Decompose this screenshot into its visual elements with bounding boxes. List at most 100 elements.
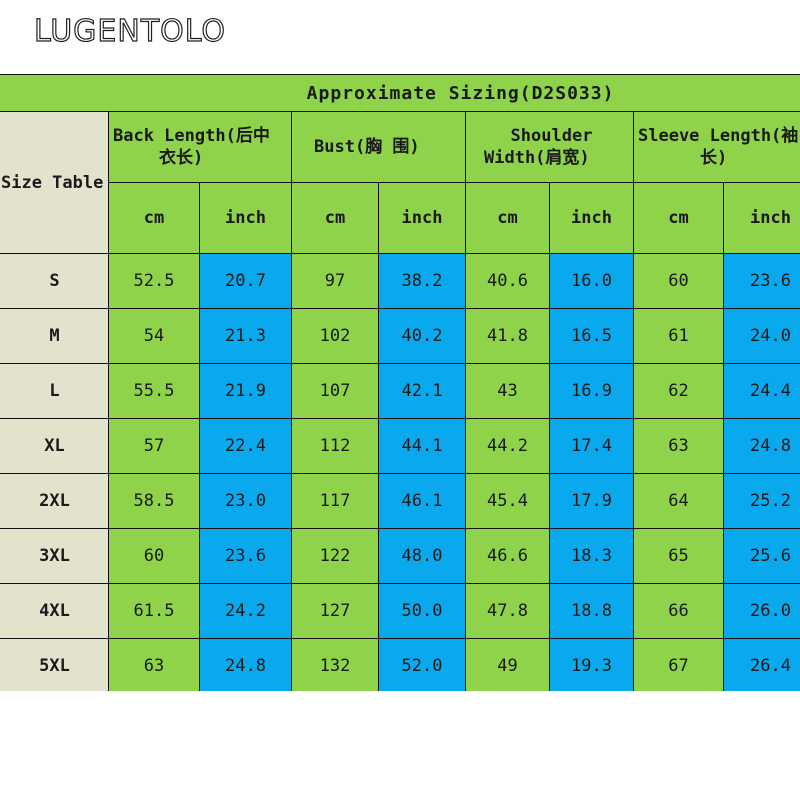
size-label: S [0, 253, 109, 309]
cm-value-cell: 44.2 [465, 418, 550, 474]
cm-value-cell: 52.5 [108, 253, 200, 309]
inch-value-cell: 44.1 [378, 418, 466, 474]
cm-value-cell: 107 [291, 363, 379, 419]
cm-value-cell: 43 [465, 363, 550, 419]
back-length-header-line1: Back Length(后中 [113, 126, 270, 146]
inch-value-cell: 50.0 [378, 583, 466, 639]
cm-value-cell: 55.5 [108, 363, 200, 419]
table-row: M 54 21.3 102 40.2 41.8 16.5 61 24.0 [0, 308, 800, 364]
cm-value-cell: 67 [633, 638, 724, 691]
size-column-header: Size Table [0, 111, 109, 254]
size-label: 2XL [0, 473, 109, 529]
unit-header-cm: cm [291, 182, 379, 254]
inch-value-cell: 38.2 [378, 253, 466, 309]
inch-value-cell: 21.3 [199, 308, 292, 364]
size-label: XL [0, 418, 109, 474]
inch-value-cell: 25.6 [722, 528, 800, 584]
unit-header-cm: cm [633, 182, 724, 254]
table-row: S 52.5 20.7 97 38.2 40.6 16.0 60 23.6 [0, 253, 800, 309]
inch-value-cell: 24.4 [722, 363, 800, 419]
cm-value-cell: 60 [633, 253, 724, 309]
sleeve-length-header-line1: Sleeve Length(袖 [638, 126, 799, 146]
inch-value-cell: 20.7 [199, 253, 292, 309]
cm-value-cell: 45.4 [465, 473, 550, 529]
table-row: 3XL 60 23.6 122 48.0 46.6 18.3 65 25.6 [0, 528, 800, 584]
inch-value-cell: 18.8 [549, 583, 634, 639]
cm-value-cell: 102 [291, 308, 379, 364]
inch-value-cell: 22.4 [199, 418, 292, 474]
cm-value-cell: 61 [633, 308, 724, 364]
inch-value-cell: 18.3 [549, 528, 634, 584]
inch-value-cell: 23.6 [199, 528, 292, 584]
unit-header-inch: inch [378, 182, 466, 254]
unit-header-inch: inch [549, 182, 634, 254]
size-label: L [0, 363, 109, 419]
table-row: L 55.5 21.9 107 42.1 43 16.9 62 24.4 [0, 363, 800, 419]
cm-value-cell: 49 [465, 638, 550, 691]
size-label: 5XL [0, 638, 109, 691]
shoulder-width-header-line2: Width(肩宽) [484, 148, 590, 168]
inch-value-cell: 26.0 [722, 583, 800, 639]
size-chart: Approximate Sizing(D2S033) Size Table Ba… [0, 74, 800, 691]
cm-value-cell: 66 [633, 583, 724, 639]
inch-value-cell: 24.8 [722, 418, 800, 474]
size-table: Approximate Sizing(D2S033) Size Table Ba… [0, 74, 800, 691]
unit-header-cm: cm [108, 182, 200, 254]
cm-value-cell: 47.8 [465, 583, 550, 639]
cm-value-cell: 60 [108, 528, 200, 584]
cm-value-cell: 127 [291, 583, 379, 639]
cm-value-cell: 41.8 [465, 308, 550, 364]
inch-value-cell: 24.2 [199, 583, 292, 639]
table-title: Approximate Sizing(D2S033) [0, 74, 800, 112]
size-label: 4XL [0, 583, 109, 639]
cm-value-cell: 62 [633, 363, 724, 419]
sleeve-length-header-line2: 长) [700, 148, 728, 168]
inch-value-cell: 17.4 [549, 418, 634, 474]
shoulder-width-header: Shoulder Width(肩宽) [465, 111, 634, 183]
inch-value-cell: 16.9 [549, 363, 634, 419]
inch-value-cell: 40.2 [378, 308, 466, 364]
inch-value-cell: 24.8 [199, 638, 292, 691]
inch-value-cell: 23.6 [722, 253, 800, 309]
bust-header-line1: Bust(胸 围) [314, 137, 420, 157]
inch-value-cell: 48.0 [378, 528, 466, 584]
cm-value-cell: 40.6 [465, 253, 550, 309]
cm-value-cell: 46.6 [465, 528, 550, 584]
table-row: 2XL 58.5 23.0 117 46.1 45.4 17.9 64 25.2 [0, 473, 800, 529]
cm-value-cell: 54 [108, 308, 200, 364]
table-row: XL 57 22.4 112 44.1 44.2 17.4 63 24.8 [0, 418, 800, 474]
cm-value-cell: 63 [108, 638, 200, 691]
inch-value-cell: 52.0 [378, 638, 466, 691]
inch-value-cell: 16.5 [549, 308, 634, 364]
cm-value-cell: 65 [633, 528, 724, 584]
bust-header: Bust(胸 围) [291, 111, 466, 183]
inch-value-cell: 21.9 [199, 363, 292, 419]
unit-header-inch: inch [722, 182, 800, 254]
back-length-header-line2: 衣长) [159, 148, 204, 168]
inch-value-cell: 17.9 [549, 473, 634, 529]
inch-value-cell: 19.3 [549, 638, 634, 691]
inch-value-cell: 24.0 [722, 308, 800, 364]
size-label: 3XL [0, 528, 109, 584]
inch-value-cell: 16.0 [549, 253, 634, 309]
inch-value-cell: 42.1 [378, 363, 466, 419]
size-label: M [0, 308, 109, 364]
inch-value-cell: 25.2 [722, 473, 800, 529]
inch-value-cell: 26.4 [722, 638, 800, 691]
cm-value-cell: 97 [291, 253, 379, 309]
cm-value-cell: 61.5 [108, 583, 200, 639]
cm-value-cell: 58.5 [108, 473, 200, 529]
cm-value-cell: 122 [291, 528, 379, 584]
cm-value-cell: 132 [291, 638, 379, 691]
unit-header-inch: inch [199, 182, 292, 254]
back-length-header: Back Length(后中 衣长) [108, 111, 292, 183]
inch-value-cell: 23.0 [199, 473, 292, 529]
cm-value-cell: 112 [291, 418, 379, 474]
sleeve-length-header: Sleeve Length(袖 长) [632, 111, 800, 183]
cm-value-cell: 64 [633, 473, 724, 529]
table-row: 4XL 61.5 24.2 127 50.0 47.8 18.8 66 26.0 [0, 583, 800, 639]
cm-value-cell: 117 [291, 473, 379, 529]
shoulder-width-header-line1: Shoulder [510, 126, 593, 146]
cm-value-cell: 57 [108, 418, 200, 474]
cm-value-cell: 63 [633, 418, 724, 474]
